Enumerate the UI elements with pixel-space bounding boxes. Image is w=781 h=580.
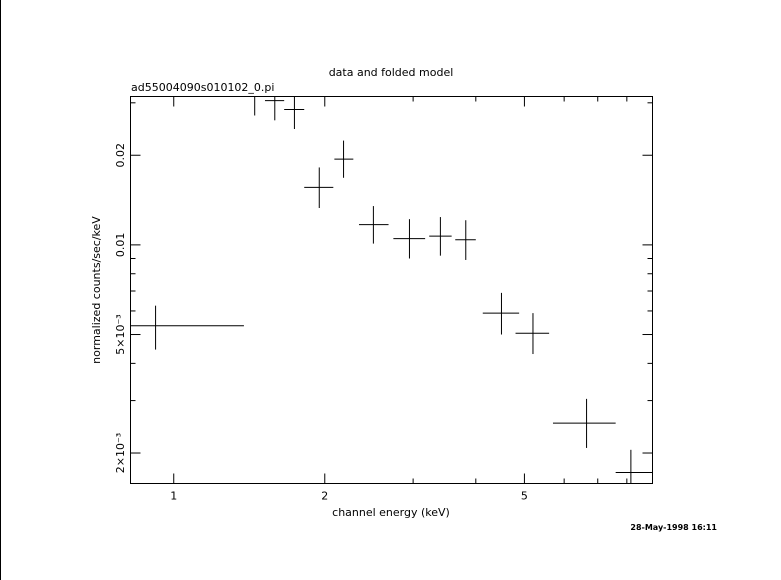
data-point — [393, 219, 426, 259]
data-point — [334, 140, 354, 178]
data-point — [284, 96, 305, 130]
y-axis-ticks — [130, 102, 653, 454]
chart-subtitle: ad55004090s010102_0.pi — [131, 81, 274, 94]
y-axis-tick-labels: 2×10⁻³ 5×10⁻³ 0.01 0.02 — [114, 143, 127, 473]
x-tick-label: 5 — [521, 490, 528, 503]
plot-frame — [130, 96, 653, 484]
data-point — [243, 96, 265, 116]
y-axis-label: normalized counts/sec/keV — [90, 216, 103, 364]
x-tick-label: 1 — [170, 490, 177, 503]
y-tick-label: 0.01 — [114, 233, 127, 257]
x-tick-label: 2 — [321, 490, 328, 503]
data-point — [615, 449, 653, 484]
data-point — [515, 313, 550, 355]
data-point — [358, 206, 389, 244]
chart-title: data and folded model — [329, 66, 454, 79]
x-axis-label: channel energy (keV) — [332, 506, 450, 519]
x-axis-tick-labels: 1 2 5 — [170, 490, 528, 503]
y-tick-label: 0.02 — [114, 143, 127, 168]
x-axis-ticks — [173, 96, 653, 484]
y-tick-label: 2×10⁻³ — [114, 433, 127, 473]
data-point — [552, 398, 616, 448]
data-point — [264, 96, 285, 121]
data-point — [429, 217, 452, 256]
data-series — [130, 96, 653, 484]
y-tick-label: 5×10⁻³ — [114, 314, 127, 354]
timestamp: 28-May-1998 16:11 — [630, 523, 717, 532]
data-point — [482, 292, 520, 335]
data-point — [455, 220, 476, 260]
data-point — [130, 305, 244, 350]
data-point — [304, 167, 334, 209]
